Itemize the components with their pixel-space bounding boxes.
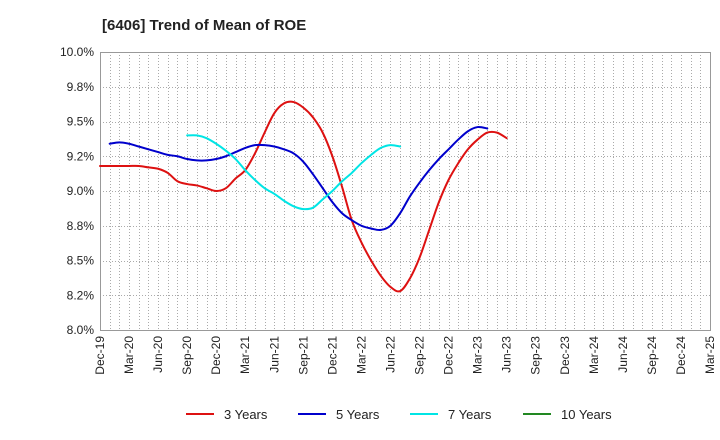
x-tick-label: Mar-20 — [122, 336, 136, 374]
y-tick-label: 8.5% — [67, 254, 95, 268]
x-tick-label: Dec-23 — [558, 336, 572, 375]
x-tick-label: Sep-22 — [413, 336, 427, 375]
y-tick-label: 10.0% — [60, 45, 94, 59]
x-tick-label: Sep-21 — [296, 336, 310, 375]
x-axis-ticks: Dec-19 Mar-20 Jun-20 Sep-20 Dec-20 Mar-21 Jun-… — [93, 336, 717, 375]
x-tick-label: Mar-21 — [238, 336, 252, 374]
x-tick-label: Mar-24 — [587, 336, 601, 374]
x-tick-label: Sep-20 — [180, 336, 194, 375]
legend-label-10-years: 10 Years — [561, 407, 612, 422]
series-lines — [99, 100, 508, 293]
series-line-3-years — [99, 100, 508, 293]
x-tick-label: Jun-22 — [383, 336, 397, 373]
x-tick-label: Mar-23 — [471, 336, 485, 374]
x-tick-label: Mar-22 — [354, 336, 368, 374]
legend-label-3-years: 3 Years — [224, 407, 268, 422]
x-tick-label: Dec-19 — [93, 336, 107, 375]
plot-area-frame — [100, 52, 711, 331]
x-tick-label: Dec-20 — [209, 336, 223, 375]
x-tick-label: Dec-21 — [325, 336, 339, 375]
series-line-5-years — [108, 125, 489, 232]
series-line-7-years — [186, 134, 402, 211]
y-tick-label: 9.5% — [67, 115, 95, 129]
x-tick-label: Sep-23 — [529, 336, 543, 375]
y-tick-label: 9.0% — [67, 184, 95, 198]
y-tick-label: 9.8% — [67, 80, 95, 94]
y-tick-label: 8.8% — [67, 219, 95, 233]
legend-label-5-years: 5 Years — [336, 407, 380, 422]
y-tick-label: 8.2% — [67, 288, 95, 302]
plot-grid — [100, 52, 710, 330]
x-tick-label: Dec-22 — [442, 336, 456, 375]
legend: 3 Years 5 Years 7 Years 10 Years — [186, 407, 612, 422]
x-tick-label: Dec-24 — [674, 336, 688, 375]
chart-title: [6406] Trend of Mean of ROE — [102, 17, 306, 34]
x-tick-label: Jun-24 — [616, 336, 630, 373]
y-tick-label: 8.0% — [67, 323, 95, 337]
y-tick-label: 9.2% — [67, 149, 95, 163]
y-axis-ticks: 10.0% 9.8% 9.5% 9.2% 9.0% 8.8% 8.5% 8.2% 8.0% — [60, 45, 94, 337]
x-tick-label: Jun-20 — [151, 336, 165, 373]
x-tick-label: Sep-24 — [645, 336, 659, 375]
x-tick-label: Mar-25 — [703, 336, 717, 374]
x-tick-label: Jun-23 — [500, 336, 514, 373]
x-tick-label: Jun-21 — [267, 336, 281, 373]
legend-label-7-years: 7 Years — [448, 407, 492, 422]
